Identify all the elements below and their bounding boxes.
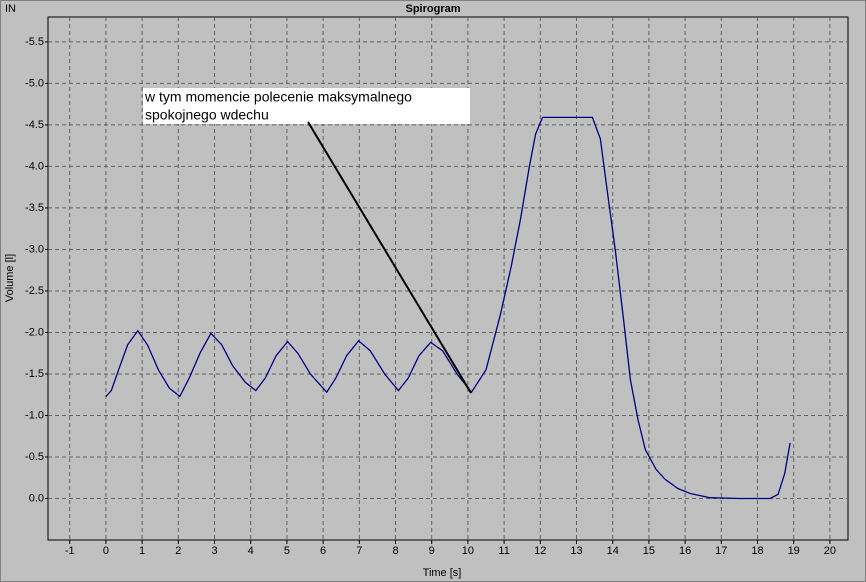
y-tick-label: -1.0 bbox=[25, 409, 44, 421]
x-tick-label: 19 bbox=[788, 545, 800, 557]
x-tick-label: 9 bbox=[429, 545, 435, 557]
x-tick-label: 5 bbox=[284, 545, 290, 557]
y-tick-label: -5.0 bbox=[25, 77, 44, 89]
y-tick-label: -3.0 bbox=[25, 243, 44, 255]
data-line bbox=[105, 116, 791, 500]
y-tick-label: -4.5 bbox=[25, 119, 44, 131]
x-tick-label: 0 bbox=[103, 545, 109, 557]
x-tick-label: 4 bbox=[248, 545, 254, 557]
annotation-text: w tym momencie polecenie maksymalnego bbox=[144, 89, 412, 105]
x-tick-label: 8 bbox=[392, 545, 398, 557]
x-tick-label: 7 bbox=[356, 545, 362, 557]
x-tick-label: 15 bbox=[643, 545, 655, 557]
y-tick-label: -4.0 bbox=[25, 160, 44, 172]
x-tick-label: 12 bbox=[534, 545, 546, 557]
x-tick-label: 3 bbox=[211, 545, 217, 557]
x-tick-label: 13 bbox=[570, 545, 582, 557]
chart-title: Spirogram bbox=[405, 3, 460, 15]
x-tick-label: 10 bbox=[462, 545, 474, 557]
x-tick-label: 2 bbox=[175, 545, 181, 557]
y-tick-label: -2.5 bbox=[25, 285, 44, 297]
x-tick-label: 11 bbox=[498, 545, 509, 557]
x-tick-label: 20 bbox=[824, 545, 836, 557]
x-tick-label: -1 bbox=[65, 545, 75, 557]
annotation-box bbox=[143, 88, 470, 124]
x-tick-label: 17 bbox=[715, 545, 727, 557]
marks bbox=[105, 116, 791, 500]
x-tick-label: 6 bbox=[320, 545, 326, 557]
y-tick-label: -2.0 bbox=[25, 326, 44, 338]
y-tick-label: -3.5 bbox=[25, 202, 44, 214]
annotation-pointer bbox=[307, 121, 472, 394]
x-tick-label: 18 bbox=[751, 545, 763, 557]
y-tick-label: 0.0 bbox=[29, 492, 44, 504]
y-tick-label: -1.5 bbox=[25, 368, 44, 380]
y-tick-label: -5.5 bbox=[25, 36, 44, 48]
x-tick-label: 16 bbox=[679, 545, 691, 557]
x-tick-label: 1 bbox=[139, 545, 145, 557]
x-tick-label: 14 bbox=[607, 545, 619, 557]
grid bbox=[48, 17, 848, 540]
x-axis-label: Time [s] bbox=[423, 567, 462, 579]
y-axis-label: Volume [l] bbox=[4, 254, 16, 302]
corner-label: IN bbox=[5, 3, 16, 15]
annotation-text: spokojnego wdechu bbox=[145, 107, 269, 123]
y-tick-label: -0.5 bbox=[25, 451, 44, 463]
